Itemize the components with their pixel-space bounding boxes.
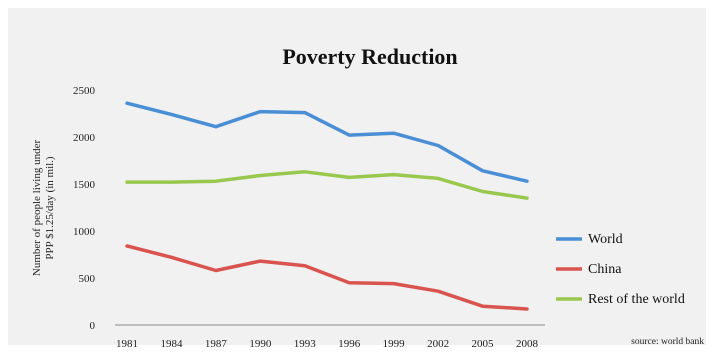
y-axis-label-line-1: Number of people living under [31, 140, 43, 277]
x-tick-label: 2005 [472, 338, 495, 350]
y-tick-label: 1000 [73, 226, 96, 238]
x-tick-label: 1993 [294, 338, 317, 350]
chart-title: Poverty Reduction [282, 44, 457, 69]
y-tick-label: 0 [90, 320, 96, 332]
x-tick-label: 2002 [427, 338, 449, 350]
x-tick-label: 1996 [338, 338, 361, 350]
x-tick-label: 1987 [205, 338, 228, 350]
x-tick-label: 1999 [383, 338, 406, 350]
y-tick-label: 500 [79, 273, 96, 285]
x-tick-labels: 1981 1984 1987 1990 1993 1996 1999 2002 2005 2008 [116, 338, 539, 350]
series-line-rest-of-the-world [125, 170, 529, 200]
x-tick-label: 1981 [116, 338, 138, 350]
series-line-world [125, 101, 529, 183]
x-tick-label: 1990 [249, 338, 272, 350]
legend-label: China [588, 262, 622, 277]
y-tick-label: 2500 [73, 85, 96, 97]
legend-label: Rest of the world [588, 292, 685, 307]
y-axis-label-line-2: PPP $1.25/day (in mil.) [44, 156, 56, 260]
x-tick-label: 2008 [516, 338, 539, 350]
source-note: source: world bank [631, 337, 704, 347]
series-lines [125, 101, 529, 311]
y-axis-label: Number of people living under PPP $1.25/… [31, 140, 56, 277]
legend-label: World [588, 232, 623, 247]
x-tick-label: 1984 [160, 338, 183, 350]
y-tick-labels: 0 500 1000 1500 2000 2500 [73, 85, 96, 332]
legend: World China Rest of the world [556, 232, 685, 307]
y-tick-label: 1500 [73, 179, 96, 191]
y-tick-label: 2000 [73, 132, 96, 144]
series-line-china [125, 244, 529, 311]
